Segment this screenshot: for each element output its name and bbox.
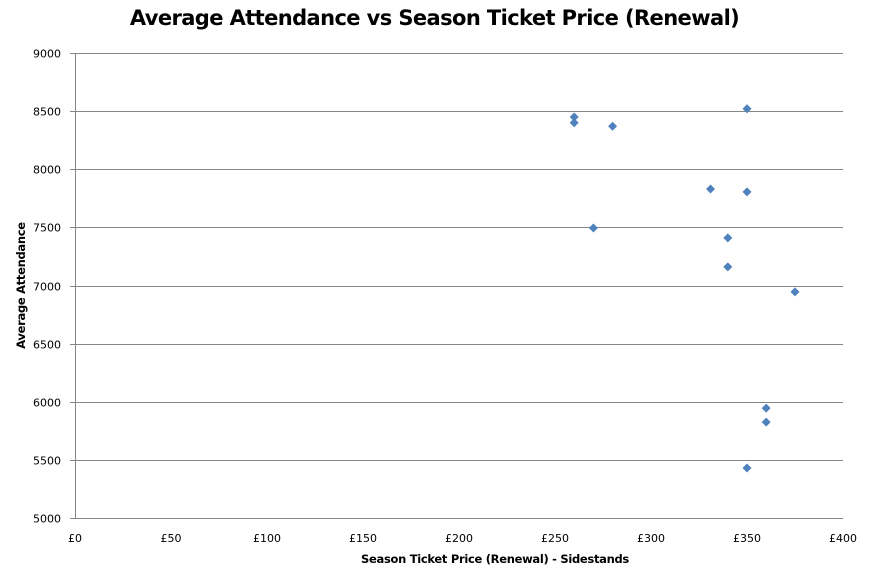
chart-title: Average Attendance vs Season Ticket Pric… [129,6,740,30]
x-tick-label: £400 [829,532,857,545]
y-tick-label: 5000 [33,513,61,526]
x-axis-title: Season Ticket Price (Renewal) - Sidestan… [361,552,629,566]
y-tick-labels: 5000 5500 6000 6500 7000 7500 8000 8500 9000 [33,48,61,526]
y-tick-label: 7500 [33,222,61,235]
y-tick-label: 5500 [33,455,61,468]
y-tick-label: 8000 [33,164,61,177]
data-point [742,104,752,114]
y-tick-label: 9000 [33,48,61,61]
y-tick-label: 7000 [33,281,61,294]
data-point [723,233,733,243]
data-point [569,118,579,128]
data-point [742,463,752,473]
data-point [608,121,618,131]
x-tick-label: £50 [161,532,182,545]
y-tick-label: 6000 [33,397,61,410]
data-point [790,287,800,297]
data-point [706,184,716,194]
x-tick-label: £0 [68,532,82,545]
data-point [761,417,771,427]
data-points [569,104,800,473]
x-tick-label: £350 [733,532,761,545]
x-tick-label: £100 [253,532,281,545]
y-tick-label: 8500 [33,106,61,119]
x-tick-label: £250 [541,532,569,545]
y-tick-label: 6500 [33,339,61,352]
data-point [742,187,752,197]
x-tick-label: £300 [637,532,665,545]
y-axis-title: Average Attendance [14,222,28,349]
data-point [723,262,733,272]
x-tick-labels: £0 £50 £100 £150 £200 £250 £300 £350 £400 [68,532,857,545]
data-point [588,223,598,233]
data-point [569,112,579,122]
x-tick-label: £200 [445,532,473,545]
x-tick-label: £150 [349,532,377,545]
data-point [761,403,771,413]
gridlines [70,53,843,519]
